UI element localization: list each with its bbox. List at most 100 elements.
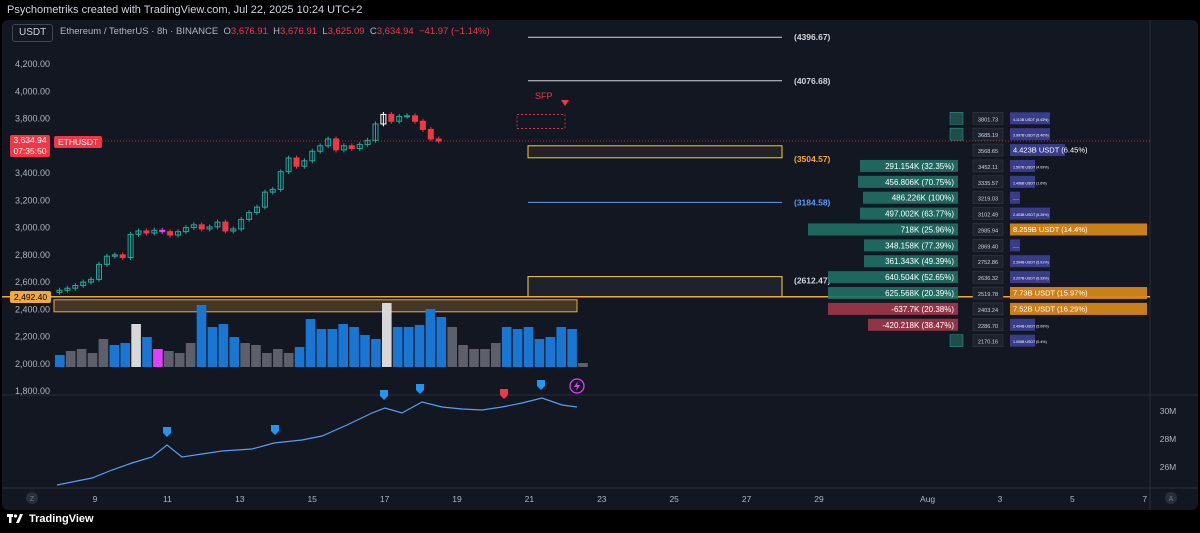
legend-close: 3,634.94: [376, 26, 414, 37]
candle-body: [119, 254, 126, 259]
volume-bar: [164, 351, 174, 367]
orderbook-price-label: 3335.57: [978, 181, 998, 187]
volume-bar: [545, 337, 556, 367]
time-tick-label: 29: [814, 494, 824, 504]
orderbook-qty-bar: [828, 302, 958, 315]
time-tick-label: 11: [163, 494, 172, 504]
sfp-down-arrow-icon: [561, 100, 569, 106]
tradingview-brand[interactable]: TradingView: [7, 513, 94, 525]
orderbook-usdt-bar: [1010, 223, 1147, 236]
volume-bar: [567, 329, 577, 367]
current-price-label: 3,634.94 07:35:50: [10, 135, 50, 157]
orderbook-price-label: 3219.03: [978, 197, 998, 203]
volume-bar: [371, 339, 381, 367]
candle-body: [238, 218, 245, 230]
orderbook-usdt-label: 1.507B USDT (4.09%): [1013, 165, 1049, 169]
price-tick-label: 3,800.00: [15, 114, 50, 124]
volume-bar: [76, 349, 87, 367]
orderbook-qty-label: 486.226K (100%): [892, 194, 955, 203]
price-tick-label: 2,800.00: [15, 250, 50, 260]
volume-bar: [512, 329, 523, 367]
volume-bar: [218, 324, 229, 367]
candle-body: [111, 254, 118, 257]
volume-bar: [196, 305, 207, 367]
volume-bar: [425, 309, 436, 367]
attribution-text: Psychometriks created with TradingView.c…: [7, 4, 363, 16]
time-tick-label: 25: [669, 494, 679, 504]
orderbook-qty-label: 291.154K (32.35%): [885, 162, 954, 171]
legend-high: 3,676.91: [280, 26, 318, 37]
current-price-value: 3,634.94: [13, 135, 47, 145]
orderbook-price-cell: [972, 159, 1004, 173]
volume-bar: [578, 363, 588, 367]
volume-bar: [240, 343, 250, 367]
orderbook-mini-marker: [949, 112, 964, 125]
auto-scale-button: [1165, 492, 1177, 504]
candle-body: [96, 263, 102, 280]
indicator-signal-marker-icon: [163, 427, 171, 437]
orderbook-price-label: 3452.11: [978, 165, 998, 171]
time-tick-label: 19: [452, 494, 462, 504]
volume-bar: [523, 327, 534, 367]
orderbook-price-cell: [972, 127, 1004, 141]
orderbook-price-label: 2403.24: [978, 308, 998, 314]
candle-body: [103, 255, 110, 265]
orderbook-price-label: 3801.73: [978, 117, 998, 123]
volume-bar: [469, 349, 479, 367]
orderbook-usdt-label: 1.006B USDT (0.4%): [1013, 340, 1047, 344]
candle-body: [309, 150, 316, 162]
candle-body: [80, 281, 87, 286]
time-tick-label: 9: [93, 494, 98, 504]
sfp-range-box: [516, 114, 566, 129]
chart-canvas[interactable]: 4,200.004,000.003,800.003,600.003,400.00…: [2, 20, 1198, 510]
zoom-out-icon: Z: [30, 496, 35, 503]
orderbook-price-label: 2519.78: [978, 292, 998, 298]
orderbook-qty-label: 361.343K (49.39%): [885, 257, 954, 266]
volume-bar: [382, 303, 392, 367]
orderbook-price-cell: [972, 254, 1004, 268]
orderbook-usdt-bar: [1010, 334, 1035, 347]
candle-body: [285, 157, 292, 173]
symbol-currency-button[interactable]: USDT: [12, 24, 54, 42]
orderbook-usdt-bar: [1010, 302, 1147, 315]
orderbook-usdt-label: 3.207B USDT (6.33%): [1013, 277, 1049, 281]
countdown-timer: 07:35:50: [13, 146, 47, 156]
volume-bar: [327, 329, 338, 367]
legend-open: 3,676.91: [230, 26, 268, 37]
orderbook-usdt-bar: [1010, 144, 1065, 157]
orderbook-qty-label: 718K (25.96%): [901, 225, 955, 234]
volume-bar: [55, 355, 65, 367]
orderbook-usdt-label: 7.52B USDT (16.29%): [1013, 304, 1088, 313]
orderbook-price-cell: [972, 111, 1004, 125]
range-box: [53, 299, 578, 313]
ohlc-legend: Ethereum / TetherUS · 8h · BINANCE O3,67…: [60, 26, 490, 37]
level-label: (2612.47): [794, 275, 831, 285]
price-tick-label: 3,400.00: [15, 168, 50, 178]
volume-bar: [174, 353, 185, 367]
volume-bar: [534, 339, 545, 367]
price-tick-label: 1,800.00: [15, 386, 50, 396]
volume-bar: [142, 337, 152, 367]
volume-bar: [120, 343, 130, 367]
candle-body: [190, 224, 197, 229]
volume-bar: [360, 335, 370, 367]
price-tick-label: 2,200.00: [15, 332, 50, 342]
orderbook-qty-bar: [828, 271, 958, 284]
candle-body: [159, 229, 166, 233]
auto-scale-icon: A: [1169, 496, 1174, 503]
volume-bar: [98, 339, 109, 367]
candle-body: [72, 284, 79, 289]
orderbook-qty-label: -420.218K (38.47%): [882, 321, 954, 330]
orderbook-price-label: 2869.40: [978, 244, 998, 250]
orderbook-usdt-label: 2.403B USDT (6.26%): [1013, 213, 1049, 217]
time-tick-label: 15: [307, 494, 317, 504]
volume-bar: [251, 345, 261, 367]
orderbook-price-cell: [972, 143, 1004, 157]
candle-body: [127, 233, 134, 259]
orderbook-usdt-bar: [1010, 271, 1050, 284]
candle-body: [419, 120, 426, 130]
candle-body: [64, 287, 71, 291]
candle-body: [206, 226, 213, 230]
candle-body: [372, 123, 379, 141]
orderbook-usdt-label: 3.997B USDT (5.40%): [1013, 134, 1049, 138]
